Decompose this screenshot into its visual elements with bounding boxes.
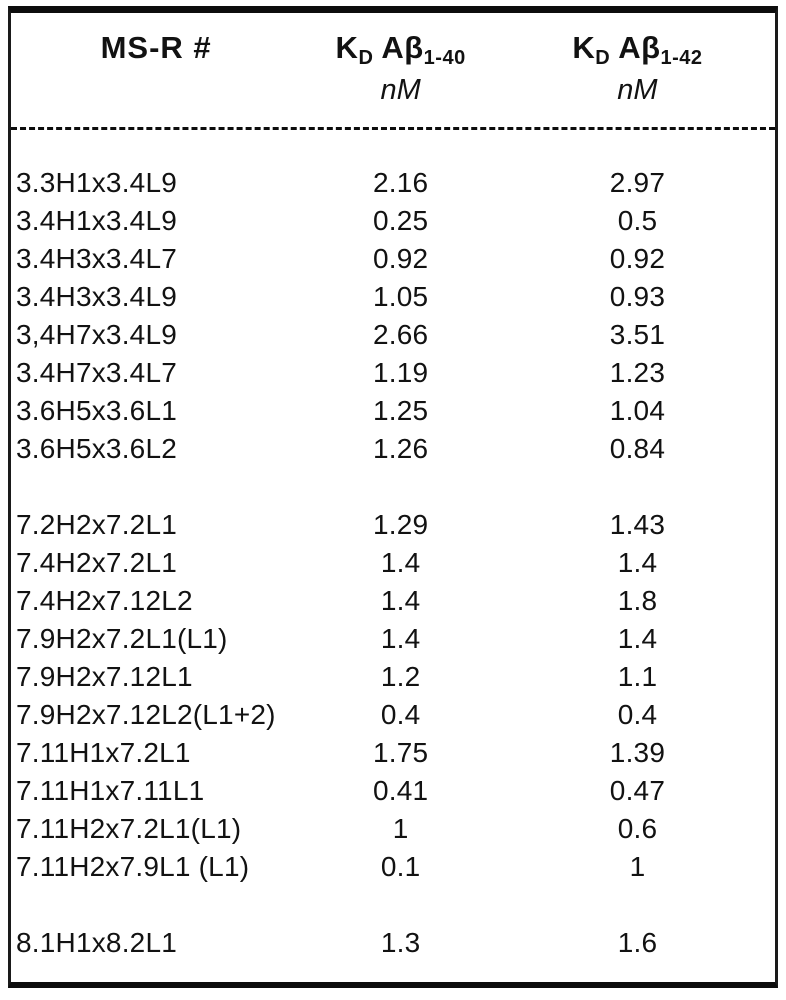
kd-ab1-42-value: 1 [629,851,646,882]
kd-ab1-42-value: 0.6 [617,813,658,844]
table-row: 7.4H2x7.12L2 1.4 1.8 [11,582,775,620]
row-msr-id: 7.9H2x7.12L1 [16,661,193,692]
row-msr-id: 7.4H2x7.2L1 [16,547,177,578]
table-row: 3.4H3x3.4L9 1.05 0.93 [11,278,775,316]
kd-ab1-40-value: 1.05 [372,281,429,312]
kd-ab1-42-value: 1.04 [609,395,666,426]
kd-symbol: K [572,30,596,65]
row-msr-id: 7.11H2x7.9L1 (L1) [16,851,250,882]
table-row: 3.6H5x3.6L2 1.26 0.84 [11,430,775,468]
kd-ab1-42-value: 0.5 [617,205,658,236]
row-msr-id: 3.4H7x3.4L7 [16,357,177,388]
table-row: 7.11H2x7.2L1(L1) 1 0.6 [11,810,775,848]
kd-ab1-40-value: 0.4 [380,699,421,730]
kd-ab1-40-value: 2.16 [372,167,429,198]
row-msr-id: 3.4H3x3.4L9 [16,281,177,312]
table-row: 7.9H2x7.12L2(L1+2) 0.4 0.4 [11,696,775,734]
table-row: 7.11H1x7.11L1 0.41 0.47 [11,772,775,810]
table-row: 3.4H1x3.4L9 0.25 0.5 [11,202,775,240]
kd-ab1-42-value: 0.93 [609,281,666,312]
kd-ab1-42-value: 0.47 [609,775,666,806]
row-msr-id: 3.4H1x3.4L9 [16,205,177,236]
abeta-symbol: Aβ [618,30,661,65]
row-msr-id: 7.11H1x7.2L1 [16,737,191,768]
row-msr-id: 3.4H3x3.4L7 [16,243,177,274]
row-msr-id: 7.2H2x7.2L1 [16,509,177,540]
kd-ab1-42-value: 0.4 [617,699,658,730]
table-row: 7.9H2x7.12L1 1.2 1.1 [11,658,775,696]
kd-ab1-40-value: 0.25 [372,205,429,236]
row-msr-id: 7.11H2x7.2L1(L1) [16,813,242,844]
spacer-row [11,886,775,924]
unit-label-nm: nM [380,74,421,106]
kd-ab1-40-value: 1.4 [380,623,421,654]
kd-ab1-40-value: 0.1 [380,851,421,882]
unit-label-nm: nM [617,74,658,106]
kd-subscript: D [595,47,611,69]
table-row: 3.3H1x3.4L9 2.16 2.97 [11,164,775,202]
kd-ab1-42-value: 1.6 [617,927,658,958]
kd-ab1-42-value: 0.92 [609,243,666,274]
kd-ab1-40-value: 1.75 [372,737,429,768]
row-msr-id: 3,4H7x3.4L9 [16,319,177,350]
kd-affinity-table: MS-R # KD Aβ1-40 nM KD Aβ1-42 nM 3.3H1x3… [8,6,778,988]
table-row: 7.2H2x7.2L1 1.29 1.43 [11,506,775,544]
kd-ab1-42-value: 1.43 [609,509,666,540]
table-row: 7.4H2x7.2L1 1.4 1.4 [11,544,775,582]
kd-ab1-40-value: 0.41 [372,775,429,806]
header-kd-ab1-42: KD Aβ1-42 nM [500,30,775,106]
abeta-subscript: 1-42 [660,47,703,69]
kd-ab1-42-value: 0.84 [609,433,666,464]
row-msr-id: 7.9H2x7.12L2(L1+2) [16,699,276,730]
row-msr-id: 7.11H1x7.11L1 [16,775,205,806]
header-separator-dashed-line [11,127,775,130]
kd-ab1-40-value: 1.4 [380,585,421,616]
row-msr-id: 7.4H2x7.12L2 [16,585,193,616]
table-row: 3,4H7x3.4L9 2.66 3.51 [11,316,775,354]
table-body: 3.3H1x3.4L9 2.16 2.97 3.4H1x3.4L9 0.25 0.5 3.4… [11,130,775,962]
kd-ab1-40-value: 0.92 [372,243,429,274]
table-row: 7.11H2x7.9L1 (L1) 0.1 1 [11,848,775,886]
kd-ab1-42-value: 1.23 [609,357,666,388]
table-row: 3.4H7x3.4L7 1.19 1.23 [11,354,775,392]
table-row: 3.4H3x3.4L7 0.92 0.92 [11,240,775,278]
spacer-row [11,468,775,506]
header-kd-ab1-40: KD Aβ1-40 nM [301,30,500,106]
kd-symbol: K [335,30,359,65]
kd-ab1-42-value: 3.51 [609,319,666,350]
row-msr-id: 3.6H5x3.6L1 [16,395,177,426]
header-msr-number: MS-R # [11,31,301,65]
kd-subscript: D [358,47,374,69]
kd-ab1-40-value: 1.3 [380,927,421,958]
table-row: 7.11H1x7.2L1 1.75 1.39 [11,734,775,772]
row-msr-id: 7.9H2x7.2L1(L1) [16,623,228,654]
abeta-symbol: Aβ [381,30,424,65]
kd-ab1-42-value: 1.39 [609,737,666,768]
kd-ab1-40-value: 1.29 [372,509,429,540]
row-msr-id: 3.3H1x3.4L9 [16,167,177,198]
table-row: 3.6H5x3.6L1 1.25 1.04 [11,392,775,430]
kd-ab1-40-value: 1.4 [380,547,421,578]
table-header: MS-R # KD Aβ1-40 nM KD Aβ1-42 nM [11,13,775,127]
header-msr-label: MS-R # [100,30,212,65]
table-row: 7.9H2x7.2L1(L1) 1.4 1.4 [11,620,775,658]
kd-ab1-42-value: 1.4 [617,623,658,654]
header-kd-ab1-42-label: KD Aβ1-42 [500,30,775,69]
kd-ab1-42-value: 1.4 [617,547,658,578]
kd-ab1-40-value: 1.25 [372,395,429,426]
kd-ab1-40-value: 1.2 [380,661,421,692]
kd-ab1-42-value: 2.97 [609,167,666,198]
kd-ab1-40-value: 2.66 [372,319,429,350]
abeta-subscript: 1-40 [423,47,466,69]
kd-ab1-42-value: 1.8 [617,585,658,616]
header-kd-ab1-40-label: KD Aβ1-40 [301,30,500,69]
kd-ab1-42-value: 1.1 [617,661,658,692]
kd-ab1-40-value: 1.19 [372,357,429,388]
table-row: 8.1H1x8.2L1 1.3 1.6 [11,924,775,962]
kd-ab1-40-value: 1.26 [372,433,429,464]
row-msr-id: 8.1H1x8.2L1 [16,927,177,958]
row-msr-id: 3.6H5x3.6L2 [16,433,177,464]
kd-ab1-40-value: 1 [392,813,409,844]
